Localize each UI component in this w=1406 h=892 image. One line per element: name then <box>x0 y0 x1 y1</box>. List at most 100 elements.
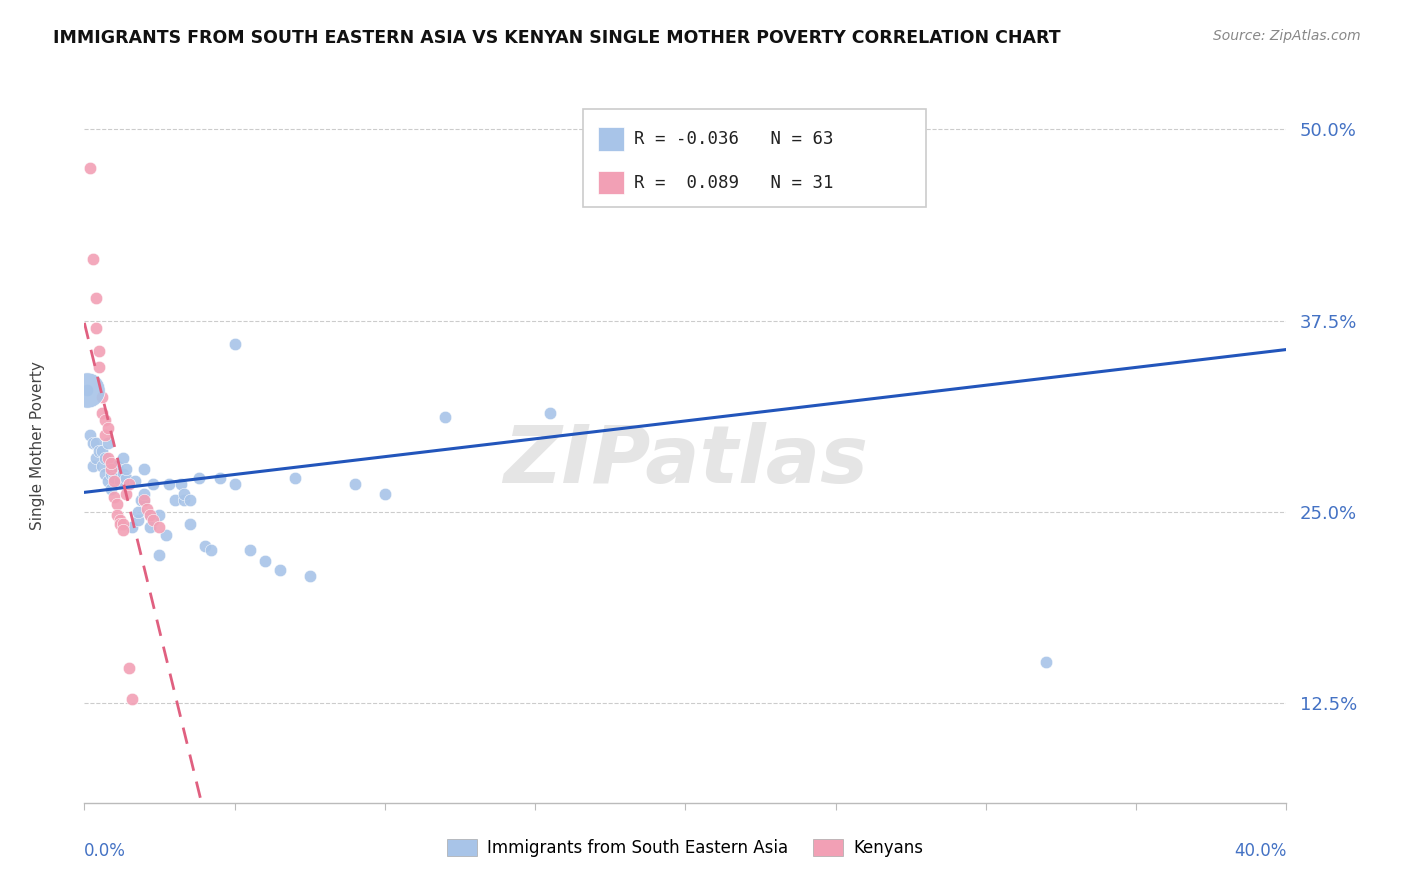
Point <box>121 520 143 534</box>
Text: IMMIGRANTS FROM SOUTH EASTERN ASIA VS KENYAN SINGLE MOTHER POVERTY CORRELATION C: IMMIGRANTS FROM SOUTH EASTERN ASIA VS KE… <box>53 29 1062 46</box>
Point <box>124 475 146 489</box>
Point <box>194 539 217 553</box>
Point <box>76 383 98 397</box>
Point <box>107 508 129 522</box>
Point <box>148 520 170 534</box>
Point <box>91 443 114 458</box>
Point <box>112 467 135 481</box>
Legend: Immigrants from South Eastern Asia, Kenyans: Immigrants from South Eastern Asia, Keny… <box>440 832 931 863</box>
Point <box>1035 655 1057 669</box>
FancyBboxPatch shape <box>598 171 624 194</box>
Point <box>155 528 177 542</box>
Point <box>139 508 162 522</box>
Point <box>94 451 117 466</box>
Point <box>139 508 162 522</box>
Point <box>253 554 276 568</box>
Point <box>134 492 156 507</box>
Point <box>142 513 165 527</box>
Point <box>200 543 222 558</box>
Point <box>148 548 170 562</box>
Point <box>103 475 125 489</box>
Point <box>179 517 201 532</box>
Text: R = -0.036   N = 63: R = -0.036 N = 63 <box>634 130 834 148</box>
Point <box>127 505 149 519</box>
FancyBboxPatch shape <box>598 128 624 151</box>
Point <box>118 477 141 491</box>
Point <box>112 451 135 466</box>
Point <box>100 467 122 481</box>
Point <box>86 291 108 305</box>
Text: 0.0%: 0.0% <box>84 842 127 860</box>
Text: ZIPatlas: ZIPatlas <box>503 422 868 500</box>
Point <box>115 486 138 500</box>
Point <box>91 405 114 419</box>
Point <box>89 443 111 458</box>
Point <box>97 451 120 466</box>
Point <box>343 477 366 491</box>
Point <box>103 471 125 485</box>
Point <box>110 513 132 527</box>
Point <box>103 490 125 504</box>
Point <box>112 517 135 532</box>
Point <box>82 436 104 450</box>
Point <box>107 497 129 511</box>
Point <box>794 161 817 175</box>
Text: 40.0%: 40.0% <box>1234 842 1286 860</box>
Point <box>100 482 122 496</box>
Point <box>134 492 156 507</box>
Point <box>97 436 120 450</box>
Point <box>115 462 138 476</box>
Point <box>89 359 111 374</box>
Point <box>91 390 114 404</box>
Point <box>187 471 209 485</box>
Point <box>86 451 108 466</box>
Point <box>824 137 846 152</box>
Point <box>224 336 246 351</box>
Point <box>127 513 149 527</box>
Point <box>118 477 141 491</box>
Point <box>110 517 132 532</box>
Point <box>163 492 186 507</box>
Point <box>86 436 108 450</box>
Point <box>239 543 262 558</box>
Point <box>89 344 111 359</box>
Text: Single Mother Poverty: Single Mother Poverty <box>31 361 45 531</box>
Point <box>82 459 104 474</box>
Point <box>110 475 132 489</box>
Point <box>169 477 191 491</box>
Text: Source: ZipAtlas.com: Source: ZipAtlas.com <box>1213 29 1361 43</box>
Point <box>139 520 162 534</box>
Point <box>538 405 561 419</box>
Point <box>79 161 101 175</box>
Point <box>94 467 117 481</box>
Point <box>97 421 120 435</box>
Point <box>107 459 129 474</box>
Point <box>112 524 135 538</box>
Point <box>284 471 307 485</box>
Point <box>173 492 195 507</box>
Point <box>86 321 108 335</box>
Text: R =  0.089   N = 31: R = 0.089 N = 31 <box>634 174 834 192</box>
Point <box>298 569 321 583</box>
Point <box>179 492 201 507</box>
Point <box>134 462 156 476</box>
Point <box>115 471 138 485</box>
Point <box>269 563 291 577</box>
Point <box>100 456 122 470</box>
Point <box>142 477 165 491</box>
Point <box>157 477 180 491</box>
Point <box>103 459 125 474</box>
Point <box>94 428 117 442</box>
Point <box>136 502 159 516</box>
Point <box>374 486 396 500</box>
Point <box>118 661 141 675</box>
FancyBboxPatch shape <box>583 109 927 207</box>
Point <box>91 459 114 474</box>
Point <box>434 410 457 425</box>
Point <box>208 471 231 485</box>
Point <box>121 691 143 706</box>
Point <box>173 486 195 500</box>
Point <box>224 477 246 491</box>
Point <box>148 508 170 522</box>
Point <box>76 383 98 397</box>
